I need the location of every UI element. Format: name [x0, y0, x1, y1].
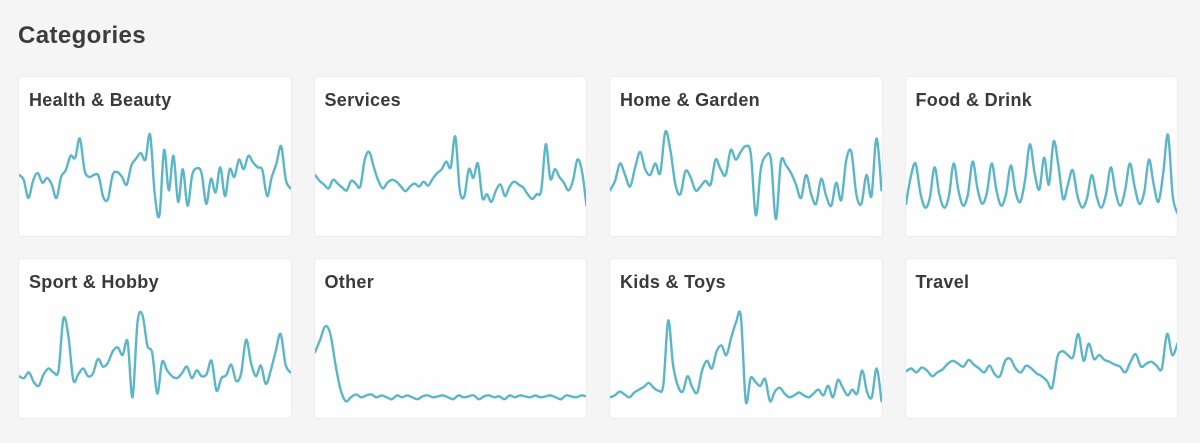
category-card[interactable]: Food & Drink [904, 76, 1178, 237]
card-title: Travel [915, 272, 970, 292]
sparkline-chart [610, 305, 882, 409]
categories-section: Categories Health & Beauty Services Home… [18, 22, 1178, 419]
category-card[interactable]: Health & Beauty [18, 76, 292, 237]
sparkline-chart [906, 123, 1178, 227]
sparkline-path [315, 326, 587, 401]
sparkline-chart [610, 123, 882, 227]
card-title: Food & Drink [915, 90, 1033, 110]
sparkline-chart [19, 305, 291, 409]
sparkline-path [906, 334, 1178, 389]
sparkline-chart [315, 305, 587, 409]
category-card[interactable]: Other [313, 258, 587, 419]
category-card[interactable]: Sport & Hobby [18, 258, 292, 419]
sparkline-path [610, 131, 882, 219]
sparkline-path [906, 134, 1178, 213]
card-title: Services [324, 90, 401, 110]
card-title: Health & Beauty [29, 90, 172, 110]
card-title: Sport & Hobby [29, 272, 159, 292]
category-grid: Health & Beauty Services Home & Garden F… [18, 76, 1178, 419]
sparkline-chart [315, 123, 587, 227]
category-card[interactable]: Home & Garden [609, 76, 883, 237]
category-card[interactable]: Services [313, 76, 587, 237]
sparkline-chart [19, 123, 291, 227]
card-title: Home & Garden [620, 90, 760, 110]
sparkline-path [315, 136, 587, 205]
sparkline-path [19, 312, 291, 398]
card-title: Kids & Toys [620, 272, 726, 292]
card-title: Other [324, 272, 375, 292]
sparkline-path [19, 134, 291, 217]
sparkline-chart [906, 305, 1178, 409]
category-card[interactable]: Kids & Toys [609, 258, 883, 419]
page-title: Categories [18, 22, 147, 49]
category-card[interactable]: Travel [904, 258, 1178, 419]
sparkline-path [610, 311, 882, 403]
